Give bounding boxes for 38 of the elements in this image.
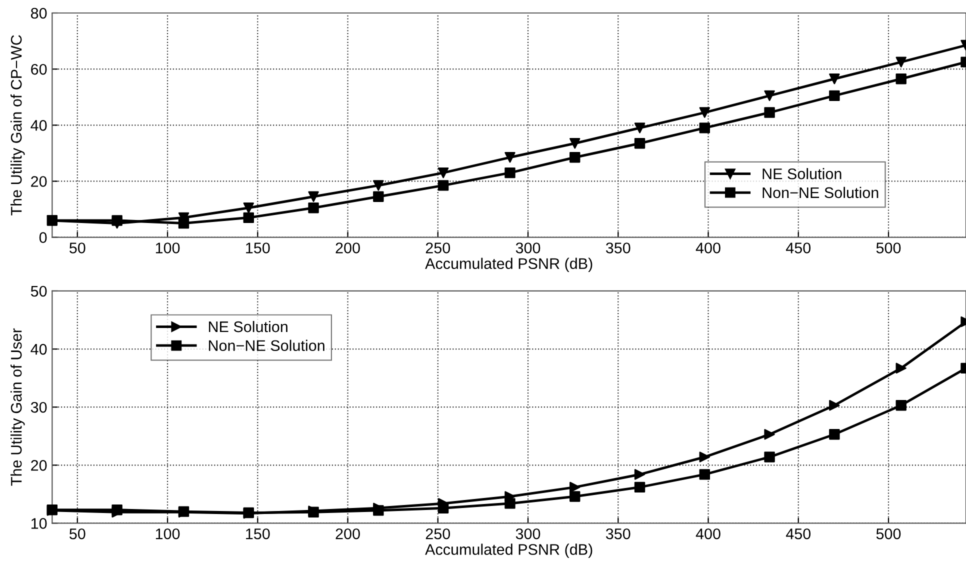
legend-label: NE Solution bbox=[208, 320, 288, 332]
x-tick-label: 300 bbox=[516, 242, 540, 254]
x-tick-label: 200 bbox=[336, 528, 360, 540]
x-tick-label: 150 bbox=[246, 528, 270, 540]
x-tick-label: 50 bbox=[70, 528, 86, 540]
x-tick-label: 350 bbox=[606, 242, 630, 254]
x-tick-label: 400 bbox=[696, 242, 720, 254]
legend-label: Non−NE Solution bbox=[208, 340, 324, 352]
legend-label: Non−NE Solution bbox=[762, 186, 878, 198]
x-tick-label: 100 bbox=[156, 528, 180, 540]
x-tick-label: 300 bbox=[516, 528, 540, 540]
x-tick-label: 250 bbox=[426, 528, 450, 540]
x-tick-label: 200 bbox=[336, 242, 360, 254]
y-tick-label: 60 bbox=[31, 64, 47, 75]
x-tick-label: 100 bbox=[156, 242, 180, 254]
x-axis-title: Accumulated PSNR (dB) bbox=[425, 258, 592, 272]
x-tick-label: 150 bbox=[246, 242, 270, 254]
y-tick-label: 40 bbox=[30, 120, 47, 131]
y-tick-label: 80 bbox=[30, 8, 47, 19]
x-tick-label: 500 bbox=[876, 242, 901, 254]
y-axis-title: The Utility Gain of CP−WC bbox=[10, 35, 25, 216]
x-tick-label: 350 bbox=[606, 528, 630, 540]
x-tick-label: 500 bbox=[876, 528, 901, 540]
x-tick-label: 50 bbox=[70, 242, 86, 254]
y-tick-label: 20 bbox=[31, 460, 47, 471]
y-tick-label: 0 bbox=[39, 232, 47, 243]
x-tick-label: 450 bbox=[786, 528, 811, 540]
y-tick-label: 50 bbox=[30, 286, 47, 297]
x-axis-title: Accumulated PSNR (dB) bbox=[425, 544, 592, 558]
legend-label: NE Solution bbox=[762, 168, 842, 180]
x-tick-label: 400 bbox=[696, 528, 720, 540]
y-tick-label: 40 bbox=[30, 344, 47, 355]
x-tick-label: 250 bbox=[426, 242, 450, 254]
y-tick-label: 30 bbox=[30, 402, 47, 413]
x-tick-label: 450 bbox=[786, 242, 811, 254]
y-tick-label: 20 bbox=[31, 176, 47, 187]
y-tick-label: 10 bbox=[31, 518, 47, 529]
y-axis-title: The Utility Gain of User bbox=[10, 328, 25, 486]
